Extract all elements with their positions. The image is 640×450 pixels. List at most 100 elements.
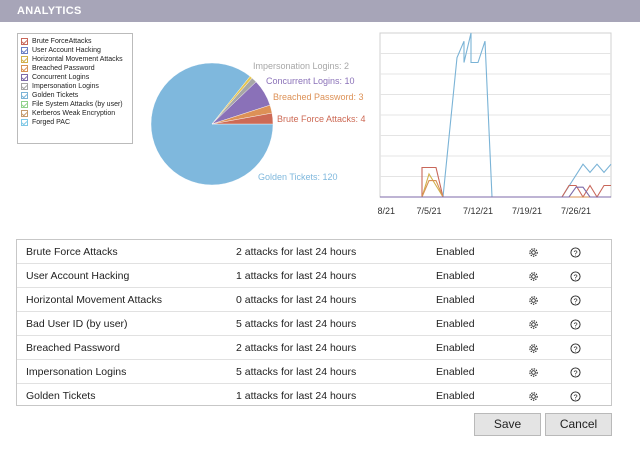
checkbox-icon[interactable] — [21, 83, 28, 90]
table-row: User Account Hacking 1 attacks for last … — [17, 264, 611, 288]
gear-icon[interactable] — [527, 342, 539, 354]
analytics-header: ANALYTICS — [0, 0, 640, 22]
series-line — [380, 186, 611, 198]
checkbox-icon[interactable] — [21, 47, 28, 54]
series-line — [380, 32, 612, 198]
help-icon[interactable]: ? — [569, 270, 581, 282]
status-text: Enabled — [436, 246, 475, 258]
status-text: Enabled — [436, 294, 475, 306]
status-text: Enabled — [436, 366, 475, 378]
legend-item-label: Kerberos Weak Encryption — [32, 110, 116, 117]
legend-item-label: Forged PAC — [32, 119, 70, 126]
legend-item[interactable]: Kerberos Weak Encryption — [21, 109, 129, 118]
gear-icon[interactable] — [527, 318, 539, 330]
status-text: Enabled — [436, 342, 475, 354]
legend-item-label: Brute ForceAttacks — [32, 38, 92, 45]
svg-text:?: ? — [573, 248, 577, 257]
attacks-pie-chart: Golden Tickets: 120 Impersonation Logins:… — [140, 28, 380, 203]
attack-name: User Account Hacking — [26, 270, 130, 282]
help-button[interactable]: ? — [568, 384, 582, 408]
legend-item[interactable]: User Account Hacking — [21, 46, 129, 55]
attack-count: 2 attacks for last 24 hours — [236, 246, 357, 258]
gear-icon[interactable] — [527, 390, 539, 402]
help-button[interactable]: ? — [568, 312, 582, 336]
attack-name: Bad User ID (by user) — [26, 318, 128, 330]
legend-item-label: User Account Hacking — [32, 47, 101, 54]
table-row: Horizontal Movement Attacks 0 attacks fo… — [17, 288, 611, 312]
legend-item[interactable]: Forged PAC — [21, 118, 129, 127]
pie-chart-svg: Golden Tickets: 120 Impersonation Logins:… — [150, 61, 366, 186]
legend-item-label: Horizontal Movement Attacks — [32, 56, 123, 63]
help-button[interactable]: ? — [568, 240, 582, 264]
x-tick-label: 7/26/21 — [561, 206, 591, 216]
help-button[interactable]: ? — [568, 360, 582, 384]
gear-icon[interactable] — [527, 294, 539, 306]
help-icon[interactable]: ? — [569, 390, 581, 402]
pie-slice — [211, 112, 274, 125]
x-tick-label: 7/12/21 — [463, 206, 493, 216]
help-button[interactable]: ? — [568, 288, 582, 312]
attack-name: Breached Password — [26, 342, 120, 354]
settings-button[interactable] — [526, 264, 540, 288]
svg-text:?: ? — [573, 368, 577, 377]
legend-item-label: File System Attacks (by user) — [32, 101, 123, 108]
x-tick-label: 7/5/21 — [416, 206, 441, 216]
checkbox-icon[interactable] — [21, 101, 28, 108]
legend-item[interactable]: Golden Tickets — [21, 91, 129, 100]
legend-item[interactable]: Impersonation Logins — [21, 82, 129, 91]
status-text: Enabled — [436, 390, 475, 402]
attack-name: Golden Tickets — [26, 390, 96, 402]
cancel-button[interactable]: Cancel — [545, 413, 612, 436]
settings-button[interactable] — [526, 312, 540, 336]
checkbox-icon[interactable] — [21, 65, 28, 72]
status-text: Enabled — [436, 318, 475, 330]
checkbox-icon[interactable] — [21, 119, 28, 126]
help-icon[interactable]: ? — [569, 342, 581, 354]
gear-icon[interactable] — [527, 366, 539, 378]
legend-item[interactable]: File System Attacks (by user) — [21, 100, 129, 109]
save-button[interactable]: Save — [474, 413, 541, 436]
checkbox-icon[interactable] — [21, 110, 28, 117]
attack-count: 2 attacks for last 24 hours — [236, 342, 357, 354]
legend-item[interactable]: Breached Password — [21, 64, 129, 73]
settings-button[interactable] — [526, 288, 540, 312]
checkbox-icon[interactable] — [21, 38, 28, 45]
svg-text:?: ? — [573, 272, 577, 281]
svg-text:?: ? — [573, 392, 577, 401]
settings-button[interactable] — [526, 240, 540, 264]
help-button[interactable]: ? — [568, 264, 582, 288]
attack-name: Horizontal Movement Attacks — [26, 294, 162, 306]
legend-item-label: Concurrent Logins — [32, 74, 90, 81]
help-icon[interactable]: ? — [569, 366, 581, 378]
svg-text:?: ? — [573, 296, 577, 305]
legend-item[interactable]: Horizontal Movement Attacks — [21, 55, 129, 64]
help-icon[interactable]: ? — [569, 294, 581, 306]
table-row: Golden Tickets 1 attacks for last 24 hou… — [17, 384, 611, 408]
settings-button[interactable] — [526, 336, 540, 360]
pie-slice-label: Breached Password: 3 — [273, 92, 364, 102]
header-title: ANALYTICS — [17, 5, 82, 17]
checkbox-icon[interactable] — [21, 56, 28, 63]
legend-item[interactable]: Brute ForceAttacks — [21, 37, 129, 46]
x-tick-label: 6/28/21 — [378, 206, 395, 216]
legend-item-label: Impersonation Logins — [32, 83, 99, 90]
status-text: Enabled — [436, 270, 475, 282]
legend-item-label: Golden Tickets — [32, 92, 79, 99]
gear-icon[interactable] — [527, 246, 539, 258]
settings-button[interactable] — [526, 360, 540, 384]
attack-count: 0 attacks for last 24 hours — [236, 294, 357, 306]
checkbox-icon[interactable] — [21, 92, 28, 99]
settings-button[interactable] — [526, 384, 540, 408]
attack-name: Brute Force Attacks — [26, 246, 118, 258]
gear-icon[interactable] — [527, 270, 539, 282]
attack-settings-table: Brute Force Attacks 2 attacks for last 2… — [16, 239, 612, 406]
help-icon[interactable]: ? — [569, 246, 581, 258]
table-row: Impersonation Logins 5 attacks for last … — [17, 360, 611, 384]
help-button[interactable]: ? — [568, 336, 582, 360]
legend-item[interactable]: Concurrent Logins — [21, 73, 129, 82]
checkbox-icon[interactable] — [21, 74, 28, 81]
attacks-line-chart: 6/28/21 7/5/21 7/12/21 7/19/21 7/26/21 — [365, 31, 613, 221]
help-icon[interactable]: ? — [569, 318, 581, 330]
attack-count: 5 attacks for last 24 hours — [236, 318, 357, 330]
pie-slice-label: Brute Force Attacks: 4 — [277, 114, 366, 124]
